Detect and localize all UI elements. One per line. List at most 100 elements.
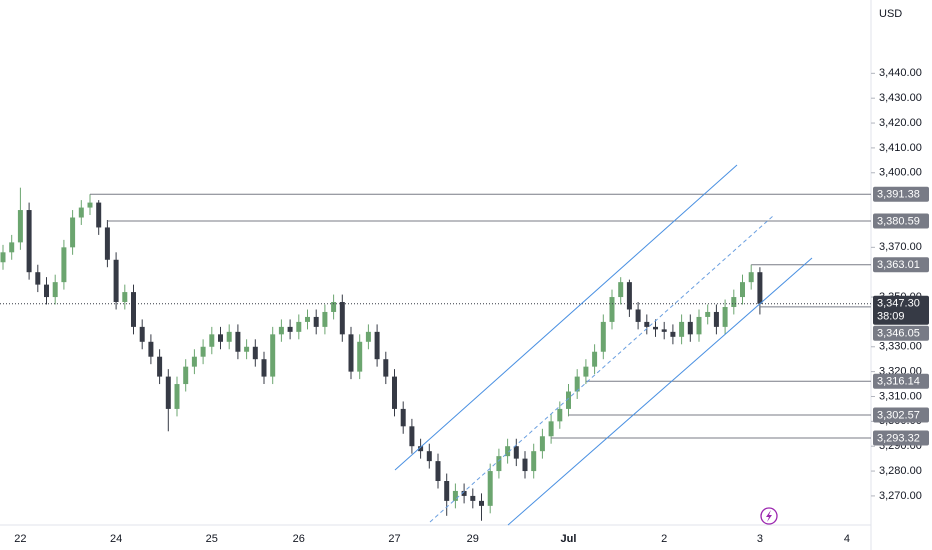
candle-body — [548, 421, 554, 437]
price-axis: 3,440.00 3,430.00 3,420.00 3,410.00 3,400.00… — [871, 67, 929, 502]
candle-body — [52, 282, 58, 298]
last-price-box — [873, 295, 929, 325]
candle-body — [757, 272, 763, 304]
candle-body — [513, 446, 519, 459]
candle-body — [696, 316, 702, 335]
candle-body — [731, 297, 737, 307]
x-tick-label: 27 — [388, 533, 400, 545]
level-label: 3,391.38 — [877, 189, 920, 201]
candle-body — [687, 321, 693, 335]
candle-body — [635, 309, 641, 322]
candle-body — [531, 451, 537, 472]
candle-body — [418, 446, 424, 452]
candle-body — [191, 356, 197, 367]
candle-body — [505, 446, 511, 457]
candle-body — [96, 202, 102, 228]
candle-body — [374, 331, 380, 360]
candle-body — [200, 346, 206, 357]
plot: 22 24 25 26 27 29 Jul 2 3 4 — [0, 187, 871, 545]
channel-middle — [429, 215, 774, 523]
level-label-box — [873, 257, 929, 273]
candle-body — [609, 297, 615, 322]
level-label-box — [873, 430, 929, 446]
candle-body — [270, 334, 276, 377]
y-tick-label: 3,440.00 — [879, 67, 922, 79]
y-tick-label: 3,370.00 — [879, 241, 922, 253]
candle-body — [26, 210, 32, 273]
candle-body — [679, 321, 685, 337]
candle-body — [305, 316, 310, 322]
candle-body — [131, 292, 136, 327]
candle-body — [653, 326, 658, 330]
candle-body — [322, 311, 328, 327]
candle-body — [644, 321, 650, 327]
candle-body — [122, 292, 128, 303]
bid-price-box — [873, 325, 929, 341]
candle-body — [70, 217, 76, 248]
y-tick-label: 3,280.00 — [879, 465, 922, 477]
level-label: 3,293.32 — [877, 432, 920, 444]
candle-body — [670, 331, 676, 337]
level-label: 3,380.59 — [877, 215, 920, 227]
candle-body — [104, 227, 110, 260]
last-price-label: 3,347.30 — [877, 298, 920, 310]
x-tick-label: Jul — [561, 533, 577, 545]
candle-body — [348, 334, 354, 372]
candle-body — [0, 252, 6, 263]
candle-body — [444, 481, 450, 501]
candle-body — [392, 376, 397, 409]
x-tick-label: 3 — [757, 533, 763, 545]
candle-body — [87, 202, 93, 208]
candle-body — [339, 302, 345, 335]
y-tick-label: 3,400.00 — [879, 167, 922, 179]
lightning — [766, 510, 772, 522]
candle-body — [574, 376, 580, 392]
candle-body — [261, 359, 267, 377]
candle-body — [183, 366, 189, 385]
candle-body — [618, 282, 624, 298]
level-label-box — [873, 186, 929, 202]
candle-body — [209, 334, 215, 347]
candle-body — [365, 331, 371, 342]
candle-body — [566, 391, 571, 409]
candle-body — [357, 341, 363, 372]
candle-body — [626, 282, 632, 310]
candle-body — [165, 376, 171, 409]
channel-lower — [507, 257, 813, 526]
x-tick-label: 24 — [110, 533, 122, 545]
candle-body — [461, 490, 467, 496]
candle-body — [452, 490, 458, 501]
candle-body — [383, 359, 389, 377]
x-tick-label: 29 — [467, 533, 479, 545]
candle-body — [313, 316, 319, 327]
candle-body — [35, 272, 41, 285]
x-tick-label: 25 — [206, 533, 218, 545]
candle-body — [113, 259, 119, 303]
candle-body — [722, 306, 728, 327]
candle-body — [661, 329, 667, 332]
x-tick-label: 26 — [293, 533, 305, 545]
candle-body — [9, 242, 15, 253]
candle-body — [409, 426, 415, 447]
candle-body — [287, 326, 293, 332]
candle-body — [331, 302, 337, 312]
bid-price-label: 3,346.05 — [877, 328, 920, 340]
countdown: 38:09 — [877, 311, 905, 323]
candle-body — [78, 207, 84, 218]
candle-body — [583, 366, 589, 377]
y-tick-label: 3,420.00 — [879, 117, 922, 129]
level-label-box — [873, 373, 929, 389]
candle-body — [600, 321, 606, 352]
candle-body — [244, 346, 250, 352]
candle-body — [705, 311, 711, 317]
candle-body — [748, 272, 754, 283]
candle-body — [539, 436, 545, 452]
y-tick-label: 3,310.00 — [879, 390, 922, 402]
level-label-box — [873, 213, 929, 229]
candle-body — [479, 500, 484, 506]
candle-body — [522, 458, 528, 472]
level-label: 3,316.14 — [877, 376, 920, 388]
currency: USD — [879, 8, 902, 20]
candle-body — [713, 311, 719, 327]
candle-body — [148, 341, 154, 357]
